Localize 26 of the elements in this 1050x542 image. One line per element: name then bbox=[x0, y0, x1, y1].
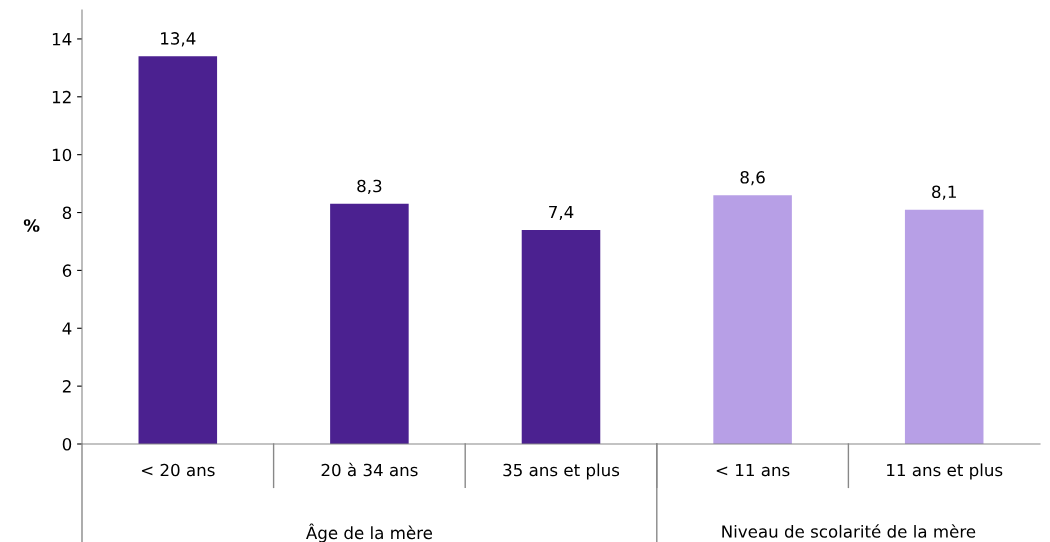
bar bbox=[138, 56, 218, 444]
data-label: 8,3 bbox=[357, 179, 382, 194]
y-tick-label: 2 bbox=[62, 380, 71, 393]
bar bbox=[330, 203, 409, 444]
text: Niveau de scolarité de la mère bbox=[722, 524, 976, 538]
bar bbox=[713, 195, 792, 444]
bar bbox=[521, 229, 601, 444]
data-label: 7,4 bbox=[549, 205, 574, 221]
y-tick-label: 10 bbox=[52, 148, 72, 162]
y-tick-label: 8 bbox=[62, 206, 72, 220]
bar bbox=[904, 209, 984, 444]
y-tick-label: 6 bbox=[62, 264, 72, 277]
x-tick-label: < 20 ans bbox=[141, 463, 215, 477]
data-label: 8,6 bbox=[740, 171, 765, 186]
x-tick-label: < 11 ans bbox=[716, 463, 790, 477]
text: Âge de la mère bbox=[306, 523, 433, 542]
data-label: 8,1 bbox=[932, 185, 956, 200]
data-label: 13,4 bbox=[161, 32, 196, 47]
x-tick-label: 11 ans et plus bbox=[887, 463, 1003, 480]
y-tick-label: 0 bbox=[62, 437, 72, 451]
y-tick-label: 4 bbox=[62, 322, 72, 335]
y-tick-label: 14 bbox=[52, 33, 72, 46]
y-tick-label: 12 bbox=[52, 90, 71, 104]
x-tick-label: 20 à 34 ans bbox=[321, 462, 418, 477]
x-tick-label: 35 ans et plus bbox=[503, 463, 620, 480]
y-axis-title: % bbox=[23, 219, 40, 232]
